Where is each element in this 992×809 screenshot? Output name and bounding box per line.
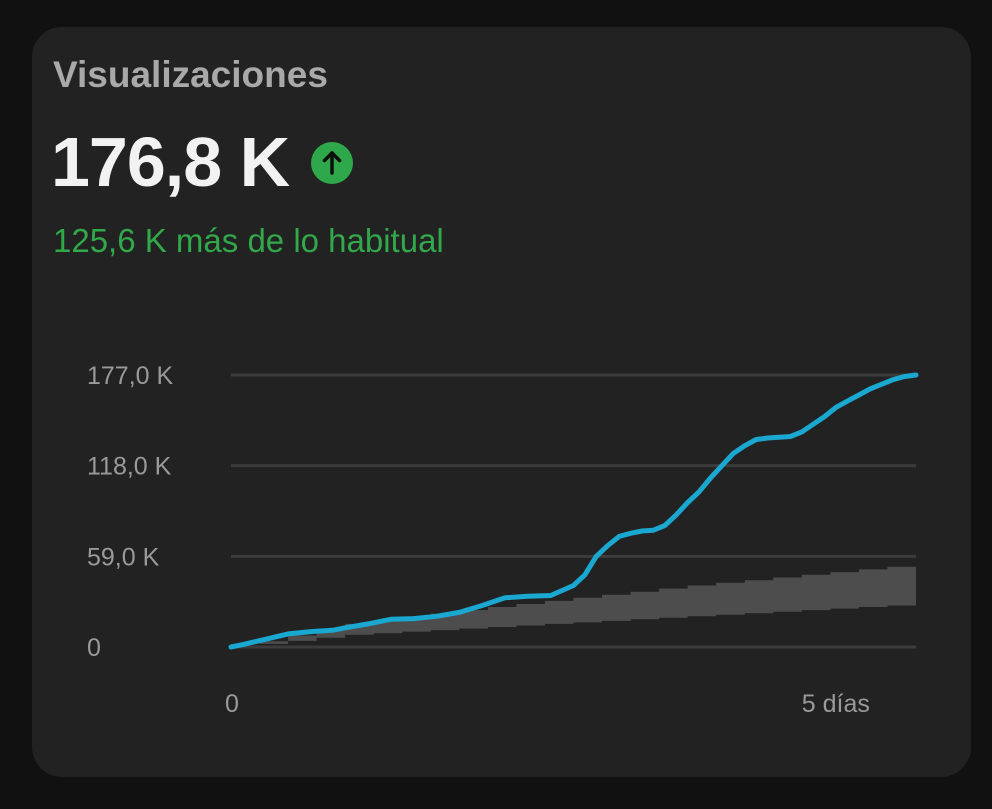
y-tick-label-1: 59,0 K (87, 543, 160, 571)
views-card (32, 27, 971, 777)
views-value: 176,8 K (51, 123, 290, 201)
y-tick-label-3: 177,0 K (87, 362, 174, 390)
delta-text: 125,6 K más de lo habitual (53, 222, 444, 259)
arrow-up-icon (311, 142, 354, 184)
y-tick-label-2: 118,0 K (87, 453, 172, 481)
typical-range-band (231, 564, 916, 647)
y-tick-label-0: 0 (87, 634, 101, 662)
card-title: Visualizaciones (53, 54, 328, 95)
arrow-up-glyph (322, 151, 342, 175)
views-series-line (228, 372, 919, 650)
x-tick-label-0: 0 (225, 690, 239, 718)
x-tick-label-1: 5 días (802, 690, 870, 718)
value-row: 176,8 K (51, 123, 354, 201)
